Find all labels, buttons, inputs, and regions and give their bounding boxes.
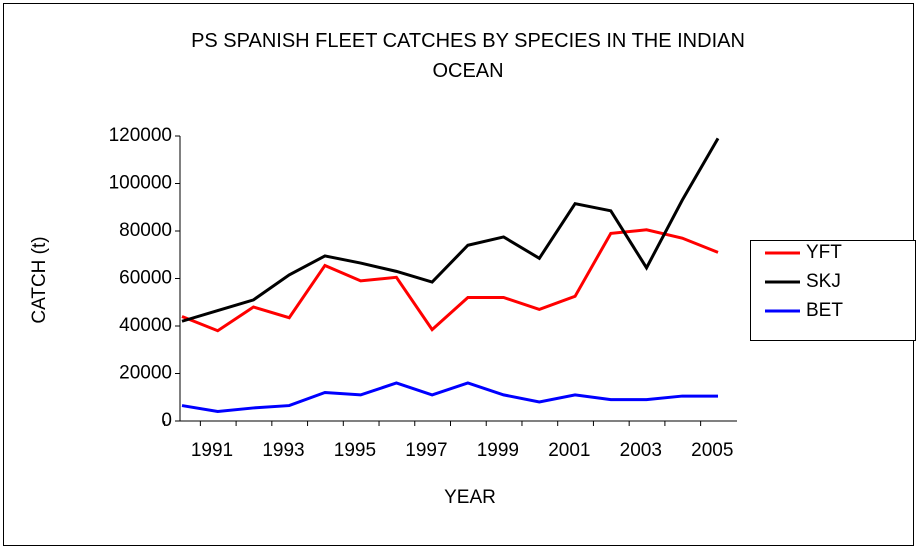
x-tick-label: 2001 — [548, 440, 590, 461]
legend-label: BET — [806, 300, 843, 321]
series-line — [181, 228, 719, 333]
x-tick-label: 1991 — [191, 440, 233, 461]
legend-label: SKJ — [806, 271, 841, 292]
y-axis-title: CATCH (t) — [29, 236, 50, 323]
x-tick-label: 1993 — [262, 440, 304, 461]
y-tick-label: 100000 — [109, 173, 172, 194]
chart-title: PS SPANISH FLEET CATCHES BY SPECIES IN T… — [191, 30, 745, 82]
x-tick-label: 1997 — [405, 440, 447, 461]
x-tick-label: 1995 — [334, 440, 376, 461]
y-tick-label: 40000 — [119, 315, 172, 336]
y-tick-label: 0 — [161, 410, 172, 431]
legend-box — [750, 240, 916, 341]
series-line — [181, 137, 720, 323]
series-line — [181, 381, 718, 414]
x-axis-title: YEAR — [444, 487, 496, 508]
x-tick-label: 2003 — [620, 440, 662, 461]
y-tick-label: 80000 — [119, 220, 172, 241]
legend-label: YFT — [806, 242, 842, 263]
y-tick-label: 120000 — [109, 125, 172, 146]
x-tick-label: 2005 — [691, 440, 733, 461]
y-tick-label: 60000 — [119, 268, 172, 289]
x-tick-label: 1999 — [477, 440, 519, 461]
y-tick-label: 20000 — [119, 363, 172, 384]
